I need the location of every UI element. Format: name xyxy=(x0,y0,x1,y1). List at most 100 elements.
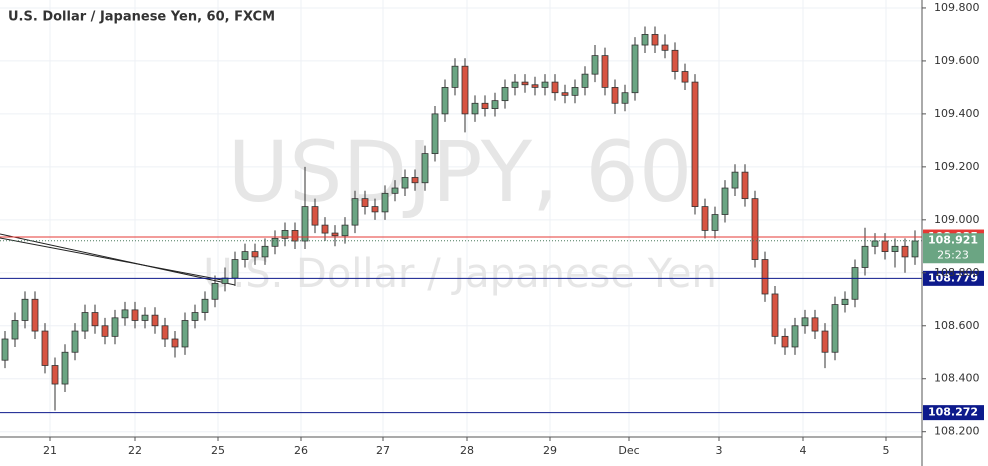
axes: 108.200 108.400 108.600 108.800 109.000 109.2… xyxy=(43,1,980,457)
x-tick-label: 29 xyxy=(543,444,557,457)
candle-body xyxy=(471,102,479,115)
candle-body xyxy=(81,312,89,332)
candle-body xyxy=(701,206,709,231)
candle-body xyxy=(731,171,739,189)
candle-body xyxy=(171,338,179,348)
y-tick-label: 109.600 xyxy=(934,54,980,67)
candle-body xyxy=(611,87,619,104)
candle-body xyxy=(231,259,239,279)
candle-body xyxy=(571,87,579,96)
candle-body xyxy=(401,177,409,189)
candle-body xyxy=(671,49,679,72)
candle-body xyxy=(631,44,639,94)
x-tick-label: 4 xyxy=(800,444,807,457)
level-label-box xyxy=(923,233,984,264)
candle-body xyxy=(411,177,419,184)
candle-body xyxy=(51,365,59,385)
x-tick-label: 3 xyxy=(716,444,723,457)
y-tick-label: 108.200 xyxy=(934,425,980,438)
y-tick-label: 108.600 xyxy=(934,319,980,332)
level-label: 108.272 xyxy=(928,406,978,419)
candle-body xyxy=(381,192,389,213)
candle-body xyxy=(691,81,699,207)
candle-body xyxy=(1,338,9,361)
x-tick-label: 5 xyxy=(883,444,890,457)
candle-body xyxy=(481,102,489,109)
candle-body xyxy=(391,187,399,194)
candle-body xyxy=(581,73,589,88)
candle-body xyxy=(661,44,669,51)
plot xyxy=(1,26,919,411)
candle-body xyxy=(461,65,469,115)
x-tick-label: Dec xyxy=(618,444,639,457)
candle-body xyxy=(591,55,599,75)
candle-body xyxy=(541,81,549,88)
candle-body xyxy=(331,232,339,237)
candle-body xyxy=(601,55,609,88)
candle-body xyxy=(791,325,799,348)
y-tick-label: 109.400 xyxy=(934,107,980,120)
candle-body xyxy=(851,267,859,300)
candle-body xyxy=(871,240,879,247)
candle-body xyxy=(621,92,629,104)
y-tick-label: 109.800 xyxy=(934,1,980,14)
candle-body xyxy=(521,81,529,86)
candle-body xyxy=(321,224,329,234)
candle-body xyxy=(811,317,819,332)
candle-body xyxy=(711,214,719,231)
candle-body xyxy=(511,81,519,88)
candle-body xyxy=(251,251,259,258)
candle-body xyxy=(551,81,559,94)
y-tick-label: 109.200 xyxy=(934,160,980,173)
candle-body xyxy=(831,304,839,353)
trend-line xyxy=(0,233,236,286)
x-tick-label: 25 xyxy=(211,444,225,457)
candle-body xyxy=(311,206,319,226)
candle-body xyxy=(371,206,379,213)
candle-body xyxy=(451,65,459,88)
candle-body xyxy=(281,230,289,239)
candle-body xyxy=(261,245,269,258)
candle-body xyxy=(151,314,159,327)
trend-line xyxy=(0,237,223,281)
candle-body xyxy=(501,87,509,102)
candle-body xyxy=(751,198,759,260)
x-tick-label: 22 xyxy=(128,444,142,457)
candle-body xyxy=(441,87,449,115)
candle-body xyxy=(71,330,79,353)
candle-body xyxy=(681,71,689,83)
level-label: 108.921 xyxy=(928,234,978,247)
candle-body xyxy=(431,113,439,155)
candle-body xyxy=(161,325,169,340)
candle-body xyxy=(721,187,729,215)
candle-body xyxy=(421,153,429,184)
candle-body xyxy=(641,34,649,46)
x-tick-label: 21 xyxy=(43,444,57,457)
candle-body xyxy=(881,240,889,253)
candle-body xyxy=(241,251,249,260)
candle-body xyxy=(121,309,129,319)
candle-body xyxy=(61,351,69,385)
candle-body xyxy=(891,245,899,253)
countdown: 25:23 xyxy=(937,249,969,262)
x-tick-label: 26 xyxy=(294,444,308,457)
watermark: USDJPY, 60 xyxy=(228,123,693,221)
candle-body xyxy=(821,330,829,353)
candle-body xyxy=(21,298,29,321)
candle-body xyxy=(11,320,19,340)
candle-body xyxy=(861,245,869,268)
candle-body xyxy=(741,171,749,200)
candle-body xyxy=(181,320,189,348)
candle-body xyxy=(361,198,369,207)
grid xyxy=(0,0,922,437)
candle-body xyxy=(911,240,919,258)
level-label-box xyxy=(923,270,984,286)
candle-body xyxy=(271,237,279,247)
y-tick-label: 109.000 xyxy=(934,213,980,226)
candle-body xyxy=(781,335,789,348)
candle-body xyxy=(561,92,569,96)
candle-body xyxy=(841,298,849,305)
candle-body xyxy=(211,282,219,300)
